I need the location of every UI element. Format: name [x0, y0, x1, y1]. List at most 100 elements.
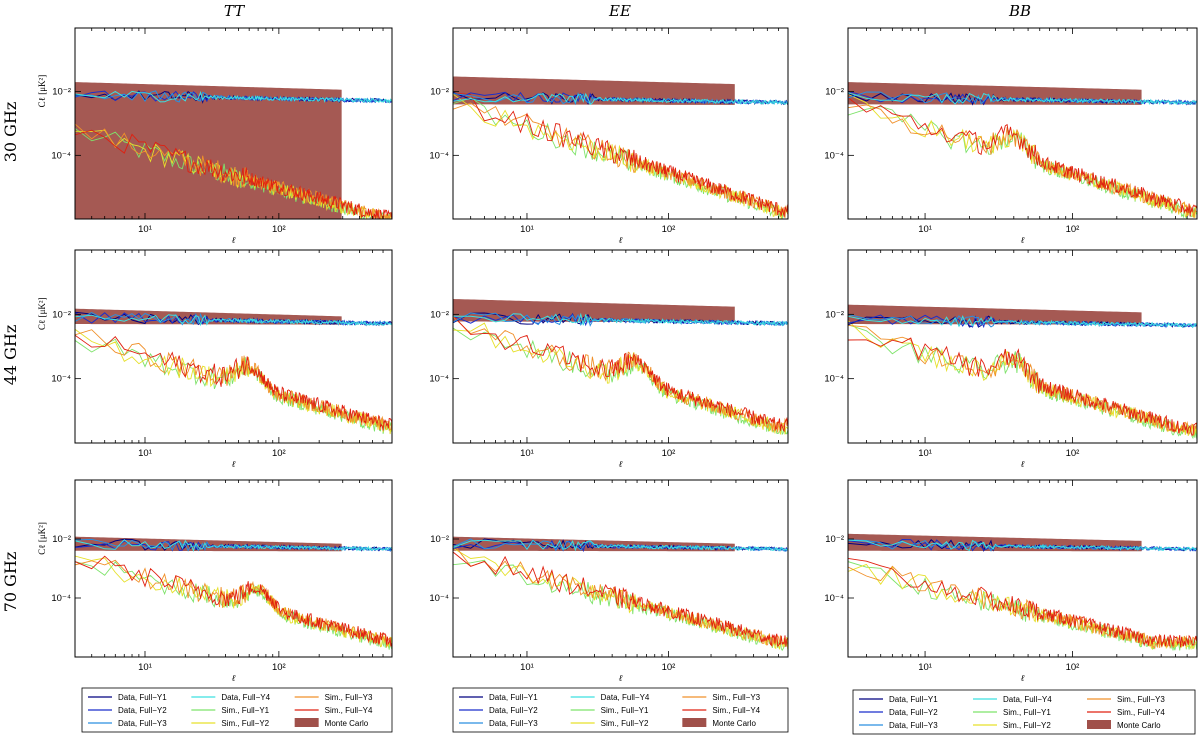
x-tick-label: 10²: [1066, 448, 1080, 459]
series-data-full-y4: [848, 314, 1197, 329]
x-tick-label: 10¹: [918, 662, 932, 673]
panel-bb-44ghz: 10¹ 10² 10⁻² 10⁻⁴ ℓ: [824, 249, 1198, 469]
column-titles: TT EE BB: [224, 2, 1031, 20]
legend-item: Data, Full−Y3: [859, 721, 938, 730]
series-sim-full-y3: [848, 104, 1197, 218]
y-tick-label: 10⁻²: [430, 534, 449, 545]
x-tick-label: 10²: [1066, 224, 1080, 235]
x-tick-label: 10¹: [138, 448, 152, 459]
legend-swatch: [294, 718, 319, 727]
y-tick-label: 10⁻²: [52, 534, 71, 545]
x-tick-label: 10²: [272, 662, 286, 673]
legend-label: Data, Full−Y2: [889, 708, 938, 717]
legend-swatch: [1087, 720, 1111, 729]
y-tick-label: 10⁻⁴: [51, 150, 71, 161]
x-axis-label: ℓ: [232, 235, 236, 245]
series-data-full-y4: [848, 92, 1197, 105]
series-sim-full-y4: [453, 92, 788, 217]
column-title-bb: BB: [1008, 2, 1031, 20]
legend-item: Sim., Full−Y1: [191, 706, 270, 715]
legend-label: Monte Carlo: [325, 719, 369, 728]
legend-label: Data, Full−Y3: [118, 719, 167, 728]
legend-label: Data, Full−Y1: [118, 693, 167, 702]
row-title-30ghz: 30 GHz: [1, 102, 20, 163]
y-axis-label: Cℓ [μK²]: [37, 297, 47, 330]
axes-frame: [74, 249, 393, 444]
legend-item: Sim., Full−Y2: [973, 721, 1051, 730]
panel-ee-44ghz: 10¹ 10² 10⁻² 10⁻⁴ ℓ: [429, 249, 789, 469]
legend-item: Sim., Full−Y2: [570, 719, 649, 728]
x-tick-label: 10¹: [138, 224, 152, 235]
y-tick-label: 10⁻²: [52, 309, 71, 320]
row-title-44ghz: 44 GHz: [1, 325, 20, 386]
legend-box: [81, 687, 393, 733]
y-tick-label: 10⁻²: [430, 309, 449, 320]
series-sim-full-y3: [848, 324, 1197, 436]
x-axis-label: ℓ: [232, 459, 236, 469]
column-title-tt: TT: [224, 2, 245, 20]
legend-label: Sim., Full−Y3: [325, 693, 373, 702]
panel-ee-70ghz: 10¹ 10² 10⁻² 10⁻⁴ ℓ: [429, 479, 789, 683]
legend-box: [852, 689, 1196, 735]
legend-item: Data, Full−Y2: [459, 706, 538, 715]
y-tick-label: 10⁻⁴: [824, 593, 844, 604]
legend-bb: Data, Full−Y1 Data, Full−Y2 Data, Full−Y3 D…: [852, 689, 1196, 735]
legend-item: Sim., Full−Y3: [682, 693, 761, 702]
y-tick-label: 10⁻⁴: [51, 374, 71, 385]
y-tick-label: 10⁻²: [825, 87, 844, 98]
column-title-ee: EE: [608, 2, 631, 20]
y-tick-label: 10⁻⁴: [51, 593, 71, 604]
panel-tt-44ghz: 10¹ 10² 10⁻² 10⁻⁴ ℓ Cℓ [μK²]: [37, 249, 393, 469]
legend-label: Data, Full−Y3: [889, 721, 938, 730]
series-data-full-y4: [75, 314, 392, 327]
y-tick-label: 10⁻²: [52, 87, 71, 98]
series-data-full-y4: [75, 539, 392, 552]
series-sim-full-y4: [453, 551, 788, 648]
x-axis-label: ℓ: [232, 673, 236, 683]
series-sim-full-y4: [848, 557, 1197, 648]
legend-label: Data, Full−Y2: [118, 706, 167, 715]
y-tick-label: 10⁻⁴: [824, 374, 844, 385]
x-tick-label: 10²: [662, 224, 676, 235]
panel-tt-30ghz: 10¹ 10² 10⁻² 10⁻⁴ ℓ Cℓ [μK²]: [37, 27, 393, 245]
x-tick-label: 10¹: [918, 224, 932, 235]
series-sim-full-y1: [453, 327, 788, 436]
plot-area: [453, 76, 788, 219]
y-tick-label: 10⁻⁴: [824, 150, 844, 161]
legend-ee: Data, Full−Y1 Data, Full−Y2 Data, Full−Y3 D…: [452, 687, 789, 733]
x-tick-label: 10²: [272, 448, 286, 459]
legend-item: Sim., Full−Y3: [1087, 695, 1165, 704]
legends: Data, Full−Y1 Data, Full−Y2 Data, Full−Y3 D…: [81, 687, 1196, 735]
legend-item: Data, Full−Y4: [191, 693, 271, 702]
legend-box: [452, 687, 789, 733]
series-data-full-y4: [453, 312, 788, 327]
x-axis-label: ℓ: [619, 235, 623, 245]
legend-label: Sim., Full−Y4: [325, 706, 373, 715]
series-sim-full-y4: [75, 334, 392, 431]
series-data-full-y4: [75, 90, 392, 104]
x-axis-label: ℓ: [619, 459, 623, 469]
legend-label: Sim., Full−Y1: [221, 706, 269, 715]
y-tick-label: 10⁻⁴: [429, 150, 449, 161]
series-sim-full-y2: [848, 93, 1197, 218]
y-tick-label: 10⁻⁴: [429, 374, 449, 385]
legend-label: Sim., Full−Y2: [1003, 721, 1051, 730]
y-tick-label: 10⁻⁴: [429, 593, 449, 604]
legend-label: Data, Full−Y2: [489, 706, 538, 715]
x-axis-label: ℓ: [1021, 673, 1025, 683]
y-axis-label: Cℓ [μK²]: [37, 522, 47, 555]
legend-label: Sim., Full−Y3: [712, 693, 760, 702]
legend-label: Sim., Full−Y4: [712, 706, 760, 715]
legend-label: Sim., Full−Y3: [1117, 695, 1165, 704]
axes-frame: [74, 27, 393, 220]
x-tick-label: 10¹: [520, 662, 534, 673]
series-sim-full-y3: [75, 123, 392, 219]
axes-frame: [452, 27, 789, 220]
legend-label: Data, Full−Y4: [601, 693, 650, 702]
legend-label: Data, Full−Y4: [1003, 695, 1052, 704]
legend-item: Monte Carlo: [682, 718, 756, 728]
monte-carlo-band: [848, 304, 1142, 325]
legend-label: Data, Full−Y1: [489, 693, 538, 702]
legend-label: Sim., Full−Y4: [1117, 708, 1165, 717]
